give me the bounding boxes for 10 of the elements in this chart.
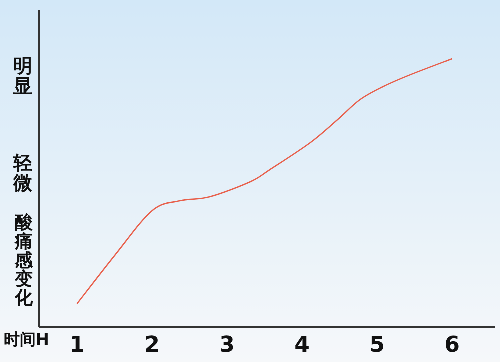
x-tick-label: 3 xyxy=(220,333,235,358)
x-tick-label: 2 xyxy=(144,333,160,358)
x-tick-label: 4 xyxy=(294,333,310,358)
x-axis-title: 时间H xyxy=(4,330,50,349)
x-tick-label: 5 xyxy=(370,333,385,358)
text: 明显 xyxy=(12,56,32,98)
y-axis-title: 酸痛感变化 xyxy=(14,212,34,310)
x-tick-label: 1 xyxy=(70,333,85,358)
x-tick-label: 6 xyxy=(444,333,460,358)
text: 轻微 xyxy=(12,152,34,195)
